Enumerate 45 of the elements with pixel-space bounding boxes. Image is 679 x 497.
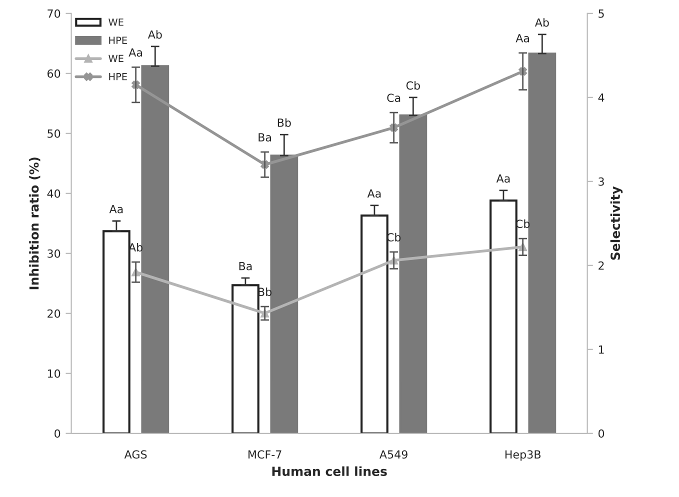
y2-tick-label: 3 [598,177,604,186]
data-label: Ba [239,262,252,270]
y-tick-label: 50 [48,129,60,138]
bar [490,200,518,434]
legend-label: WE [108,54,124,62]
y2-tick-label: 1 [598,346,604,354]
bar [360,214,388,434]
data-label: Ab [534,18,549,27]
data-label: Bb [278,118,291,127]
y-tick-label: 20 [48,309,60,318]
legend-label: WE [108,18,124,26]
data-label: Cb [406,81,420,90]
y-tick-label: 10 [48,369,60,378]
data-label: Ba [258,133,272,142]
y2-tick-label: 4 [598,94,604,102]
y-axis-title: Inhibition ratio (%) [29,158,40,290]
x-tick-label: A549 [380,450,408,459]
x-tick-label: MCF-7 [248,450,282,459]
y2-axis-title: Selectivity [610,186,623,260]
data-label: Ca [387,94,400,102]
legend-label: HPE [109,73,127,80]
y2-tick-label: 5 [598,10,604,18]
y-tick-label: 70 [48,9,60,18]
bar [399,114,428,434]
x-tick-label: Hep3B [505,450,541,461]
y-tick-label: 40 [47,189,60,198]
x-tick-label: AGS [124,450,147,459]
data-label: Aa [109,205,123,214]
x-axis-title: Human cell lines [272,466,387,476]
y2-tick-label: 2 [598,261,604,270]
bar [102,230,130,434]
data-label: Aa [496,174,510,183]
data-label: Aa [128,48,142,57]
bar [528,52,556,434]
y-tick-label: 60 [48,69,60,78]
data-label: Aa [516,34,530,42]
y-tick-label: 0 [54,429,60,438]
bar [141,65,170,434]
data-label: Aa [367,189,381,198]
data-label: Ab [148,30,162,39]
y-tick-label: 30 [48,249,60,258]
bar [232,284,260,434]
y2-tick-label: 0 [598,429,604,438]
legend-label: HPE [109,36,127,44]
bar [270,154,298,434]
